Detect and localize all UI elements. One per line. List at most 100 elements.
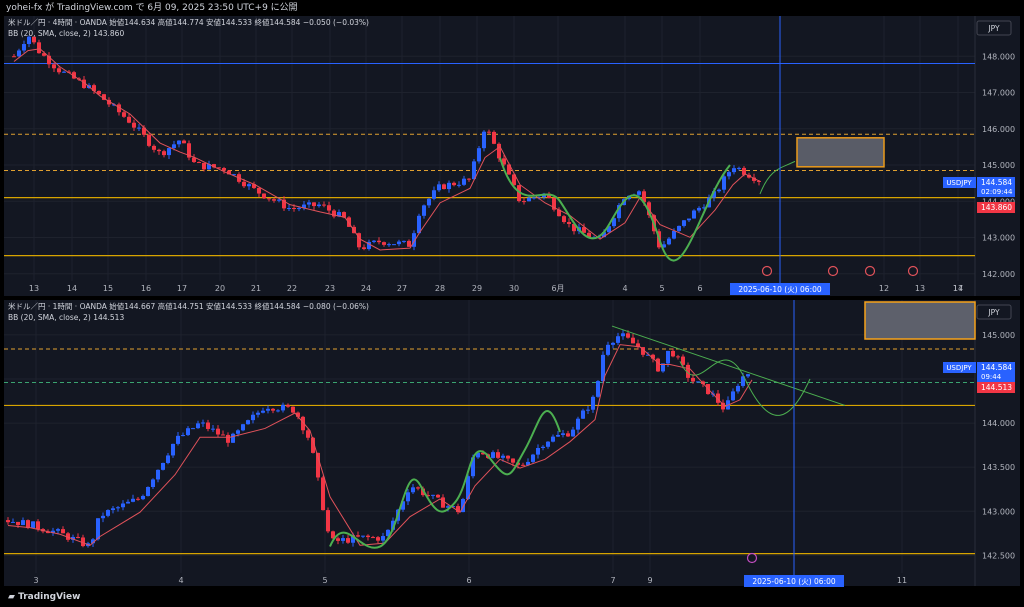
candle-body: [731, 391, 735, 401]
candle-body: [111, 508, 115, 511]
candle-body: [117, 104, 121, 113]
candle-body: [437, 184, 441, 191]
x-tick-label: 11: [897, 576, 907, 585]
candle-body: [591, 396, 595, 410]
candle-body: [462, 178, 466, 185]
candle-body: [541, 446, 545, 449]
candle-body: [677, 225, 681, 231]
candle-body: [531, 454, 535, 462]
last-price-value: 144.584: [981, 363, 1012, 372]
candle-body: [382, 242, 386, 245]
candle-body: [346, 538, 350, 543]
candle-body: [671, 350, 675, 357]
candle-body: [376, 537, 380, 541]
candle-body: [691, 377, 695, 382]
x-tick-label: 21: [251, 284, 261, 293]
event-flag-icon: [827, 265, 839, 277]
candle-body: [482, 131, 486, 149]
candle-body: [182, 140, 186, 144]
candle-body: [276, 410, 280, 412]
candle-body: [336, 538, 340, 541]
candle-body: [302, 204, 306, 209]
candle-body: [537, 197, 541, 199]
candle-body: [661, 363, 665, 372]
candle-body: [646, 354, 650, 356]
candle-body: [752, 177, 756, 181]
candle-body: [122, 112, 126, 117]
bb-price-tag: [977, 202, 1015, 213]
bb-price-value: 143.860: [981, 203, 1012, 212]
candle-body: [271, 408, 275, 411]
last-price-tag: [977, 177, 1015, 197]
candle-body: [672, 230, 676, 239]
candle-body: [642, 191, 646, 203]
candle-body: [571, 429, 575, 437]
candle-body: [551, 436, 555, 442]
candle-body: [121, 503, 125, 508]
candle-body: [491, 452, 495, 458]
symbol-tag: [943, 362, 976, 373]
y-tick-label: 148.000: [982, 52, 1015, 61]
candle-body: [231, 433, 235, 443]
candle-body: [241, 424, 245, 431]
candle-body: [321, 477, 325, 511]
candle-body: [227, 170, 231, 175]
candle-body: [422, 205, 426, 216]
x-tick-label: 23: [325, 284, 335, 293]
candle-body: [161, 462, 165, 470]
publish-header: yohei-fx が TradingView.com で 6月 09, 2025…: [0, 0, 1024, 16]
candle-body: [402, 240, 406, 242]
candle-body: [412, 233, 416, 247]
crosshair-time-badge: [730, 283, 830, 295]
candle-body: [567, 222, 571, 224]
y-tick-label: 142.500: [982, 551, 1015, 560]
candle-body: [676, 356, 680, 358]
y-tick-label: 143.000: [982, 234, 1015, 243]
candle-body: [501, 455, 505, 458]
candle-body: [616, 336, 620, 343]
candle-body: [702, 207, 706, 209]
candle-body: [6, 520, 10, 523]
candle-body: [146, 487, 150, 496]
x-tick-label: 13: [915, 284, 925, 293]
candle-body: [452, 182, 456, 186]
currency-button: [976, 20, 1012, 36]
x-tick-label: 15: [103, 284, 113, 293]
currency-label: JPY: [987, 308, 1000, 317]
x-tick-label: 17: [177, 284, 187, 293]
tradingview-logo[interactable]: ▰ TradingView: [8, 587, 80, 607]
candle-body: [12, 56, 16, 58]
symbol-tag-label: USDJPY: [946, 364, 972, 372]
candle-body: [397, 241, 401, 245]
candle-body: [126, 501, 130, 504]
candle-body: [487, 131, 491, 133]
candle-body: [42, 53, 46, 56]
candle-body: [246, 420, 250, 425]
candle-body: [172, 144, 176, 149]
projection-curve: [679, 359, 811, 416]
candle-body: [472, 161, 476, 180]
candle-body: [312, 202, 316, 207]
candle-body: [327, 205, 331, 211]
candle-body: [686, 364, 690, 378]
candle-body: [461, 499, 465, 513]
candle-body: [692, 210, 696, 219]
candle-body: [92, 85, 96, 91]
candle-body: [177, 140, 181, 145]
y-tick-label: 143.500: [982, 463, 1015, 472]
candle-body: [626, 333, 630, 338]
candle-body: [66, 533, 70, 540]
x-tick-label: 20: [215, 284, 225, 293]
candle-body: [82, 79, 86, 88]
candle-body: [641, 347, 645, 355]
candle-body: [441, 497, 445, 508]
candle-body: [391, 520, 395, 530]
candle-body: [357, 233, 361, 248]
candle-body: [322, 204, 326, 206]
countdown-value: 02:09:44: [981, 188, 1013, 196]
event-flag-icon: [907, 265, 919, 277]
candle-body: [552, 197, 556, 210]
candle-body: [741, 376, 745, 386]
x-tick-label: 16: [141, 284, 151, 293]
